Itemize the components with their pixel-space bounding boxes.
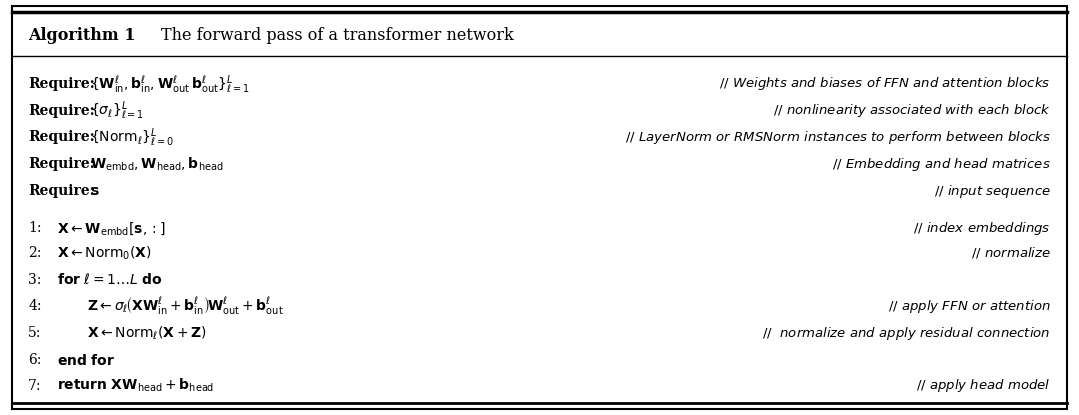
Text: $\mathit{//\ LayerNorm\ or\ RMSNorm\ instances\ to\ perform\ between\ blocks}$: $\mathit{//\ LayerNorm\ or\ RMSNorm\ ins…	[625, 129, 1051, 146]
Text: $\{\sigma_\ell\}^L_{\ell=1}$: $\{\sigma_\ell\}^L_{\ell=1}$	[90, 99, 144, 122]
Text: Require:: Require:	[28, 77, 95, 91]
Text: $\mathbf{Z} \leftarrow \sigma_\ell\!\left(\mathbf{X}\mathbf{W}^\ell_{\mathrm{in}: $\mathbf{Z} \leftarrow \sigma_\ell\!\lef…	[87, 296, 284, 317]
Text: $\mathbf{W}_{\mathrm{embd}}, \mathbf{W}_{\mathrm{head}}, \mathbf{b}_{\mathrm{hea: $\mathbf{W}_{\mathrm{embd}}, \mathbf{W}_…	[90, 156, 223, 173]
Text: Require:: Require:	[28, 130, 95, 144]
Text: $\mathit{//\ apply\ head\ model}$: $\mathit{//\ apply\ head\ model}$	[916, 377, 1051, 394]
Text: Require:: Require:	[28, 157, 95, 171]
Text: $\mathbf{for}\ \ell = 1 \ldots L\ \mathbf{do}$: $\mathbf{for}\ \ell = 1 \ldots L\ \mathb…	[57, 272, 163, 287]
Text: 4:: 4:	[28, 300, 42, 313]
Text: The forward pass of a transformer network: The forward pass of a transformer networ…	[161, 27, 514, 44]
Text: $\mathit{//\ Weights\ and\ biases\ of\ FFN\ and\ attention\ blocks}$: $\mathit{//\ Weights\ and\ biases\ of\ F…	[720, 76, 1051, 92]
Text: $\mathit{//\ Embedding\ and\ head\ matrices}$: $\mathit{//\ Embedding\ and\ head\ matri…	[832, 156, 1051, 173]
Text: 6:: 6:	[28, 353, 42, 367]
Text: Algorithm 1: Algorithm 1	[28, 27, 136, 44]
FancyBboxPatch shape	[12, 5, 1067, 410]
Text: $\mathbf{X} \leftarrow \mathrm{Norm}_0(\mathbf{X})$: $\mathbf{X} \leftarrow \mathrm{Norm}_0(\…	[57, 244, 152, 261]
Text: $\mathit{//\ normalize}$: $\mathit{//\ normalize}$	[971, 245, 1051, 260]
Text: 1:: 1:	[28, 221, 42, 235]
Text: $\mathbf{end\ for}$: $\mathbf{end\ for}$	[57, 352, 115, 368]
Text: $\mathit{//\ index\ embeddings}$: $\mathit{//\ index\ embeddings}$	[913, 220, 1051, 237]
Text: 2:: 2:	[28, 246, 42, 260]
Text: $\mathit{//\ apply\ FFN\ or\ attention}$: $\mathit{//\ apply\ FFN\ or\ attention}$	[888, 298, 1051, 315]
Text: 3:: 3:	[28, 273, 42, 287]
Text: 5:: 5:	[28, 326, 42, 340]
Text: $\mathit{//\ \ normalize\ and\ apply\ residual\ connection}$: $\mathit{//\ \ normalize\ and\ apply\ re…	[762, 325, 1051, 342]
Text: $\mathbf{s}$: $\mathbf{s}$	[90, 184, 99, 198]
Text: $\{\mathrm{Norm}_\ell\}^L_{\ell=0}$: $\{\mathrm{Norm}_\ell\}^L_{\ell=0}$	[90, 126, 174, 149]
Text: $\mathbf{X} \leftarrow \mathrm{Norm}_\ell(\mathbf{X} + \mathbf{Z})$: $\mathbf{X} \leftarrow \mathrm{Norm}_\el…	[87, 325, 207, 342]
Text: $\mathit{//\ nonlinearity\ associated\ with\ each\ block}$: $\mathit{//\ nonlinearity\ associated\ w…	[773, 102, 1051, 119]
Text: $\mathit{//\ input\ sequence}$: $\mathit{//\ input\ sequence}$	[933, 183, 1051, 200]
Text: $\mathbf{return}\ \mathbf{X}\mathbf{W}_{\mathrm{head}} + \mathbf{b}_{\mathrm{hea: $\mathbf{return}\ \mathbf{X}\mathbf{W}_{…	[57, 377, 215, 394]
Text: Require:: Require:	[28, 184, 95, 198]
Text: 7:: 7:	[28, 378, 42, 393]
Text: $\mathbf{X} \leftarrow \mathbf{W}_{\mathrm{embd}}[\mathbf{s}, :]$: $\mathbf{X} \leftarrow \mathbf{W}_{\math…	[57, 220, 166, 237]
Text: Require:: Require:	[28, 104, 95, 117]
Text: $\{\mathbf{W}^\ell_{\mathrm{in}}, \mathbf{b}^\ell_{\mathrm{in}}, \mathbf{W}^\ell: $\{\mathbf{W}^\ell_{\mathrm{in}}, \mathb…	[90, 73, 249, 95]
